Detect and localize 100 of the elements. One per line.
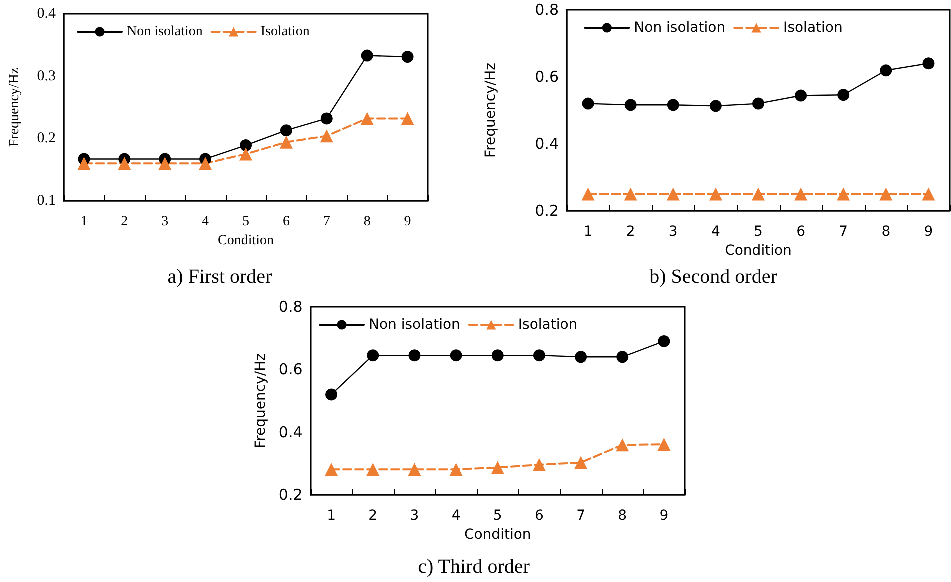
point — [575, 351, 588, 364]
point — [118, 157, 132, 170]
legend-label: Non isolation — [634, 20, 726, 36]
point — [922, 58, 935, 70]
point — [574, 456, 588, 470]
point — [582, 98, 594, 110]
x-tick-label: 6 — [796, 224, 806, 240]
legend-label: Isolation — [518, 317, 578, 333]
x-tick-label: 7 — [839, 224, 848, 240]
point — [360, 112, 374, 126]
y-tick-label: 0.2 — [37, 130, 56, 147]
point — [366, 463, 380, 476]
y-tick-label: 0.1 — [37, 193, 56, 209]
y-tick-label: 0.8 — [278, 298, 303, 316]
point — [320, 112, 333, 125]
x-tick-label: 6 — [282, 214, 290, 230]
point — [367, 350, 380, 362]
point — [658, 335, 670, 348]
y-tick-label: 0.8 — [535, 1, 559, 19]
x-tick-label: 2 — [626, 224, 636, 240]
point — [794, 188, 808, 201]
text: c) Third order — [418, 556, 530, 578]
legend-label: Non isolation — [127, 24, 203, 40]
x-tick-label: 3 — [668, 224, 678, 240]
point — [240, 148, 252, 161]
point — [199, 157, 212, 170]
x-tick-label: 9 — [404, 214, 412, 230]
y-tick-label: 0.6 — [535, 68, 559, 86]
x-tick-label: 4 — [711, 224, 720, 240]
x-tick-label: 1 — [80, 214, 88, 230]
x-axis-title: Condition — [464, 526, 532, 543]
point — [280, 136, 293, 149]
x-tick-label: 2 — [368, 508, 378, 524]
point — [408, 463, 422, 476]
point — [491, 461, 504, 474]
point — [361, 50, 374, 62]
x-tick-label: 4 — [202, 214, 210, 230]
y-tick-label: 0.2 — [535, 202, 559, 220]
y-tick-label: 0.4 — [37, 6, 56, 22]
x-tick-label: 3 — [162, 214, 169, 230]
point — [450, 463, 463, 476]
point — [880, 188, 893, 201]
point — [880, 64, 892, 77]
point — [616, 351, 629, 364]
text: a) First order — [168, 266, 273, 288]
point — [320, 130, 334, 143]
x-tick-label: 5 — [754, 224, 763, 240]
x-axis-title: Condition — [218, 233, 274, 248]
point — [922, 188, 936, 201]
point — [402, 51, 414, 64]
point — [325, 463, 338, 476]
y-tick-label: 0.2 — [278, 486, 303, 504]
point — [752, 188, 765, 201]
point — [582, 188, 595, 201]
x-tick-label: 1 — [327, 508, 336, 524]
x-axis-title: Condition — [725, 242, 792, 259]
legend-label: Isolation — [784, 20, 843, 36]
x-tick-label: 6 — [535, 508, 544, 524]
point — [795, 90, 808, 102]
point — [408, 350, 421, 362]
x-tick-label: 8 — [364, 214, 371, 230]
x-tick-label: 2 — [121, 214, 128, 230]
y-tick-label: 0.6 — [278, 360, 303, 379]
point — [533, 350, 546, 362]
point — [838, 89, 850, 102]
point — [450, 350, 462, 362]
point — [326, 388, 338, 401]
point — [240, 140, 252, 152]
y-tick-label: 0.3 — [37, 68, 56, 84]
point — [624, 188, 638, 201]
x-tick-label: 7 — [576, 508, 586, 524]
point — [78, 157, 91, 170]
point — [401, 112, 414, 126]
y-tick-label: 0.4 — [278, 423, 303, 442]
x-tick-label: 5 — [242, 214, 250, 230]
point — [710, 100, 722, 112]
y-axis-title: Frequency/Hz — [253, 354, 269, 448]
point — [624, 99, 637, 112]
x-tick-label: 1 — [584, 224, 593, 240]
point — [158, 157, 172, 170]
x-tick-label: 8 — [618, 508, 628, 524]
point — [492, 350, 504, 362]
text: b) Second order — [650, 266, 778, 288]
point — [666, 188, 680, 201]
point — [667, 99, 680, 112]
y-tick-label: 0.4 — [535, 135, 559, 153]
point — [532, 458, 546, 472]
x-tick-label: 3 — [410, 508, 420, 524]
x-tick-label: 8 — [882, 224, 891, 240]
x-tick-label: 5 — [493, 508, 502, 524]
point — [752, 98, 764, 110]
y-axis-title: Frequency/Hz — [483, 63, 499, 158]
y-axis-title: Frequency/Hz — [8, 68, 22, 148]
point — [709, 188, 722, 201]
point — [616, 438, 630, 452]
x-tick-label: 9 — [660, 508, 669, 524]
point — [658, 438, 671, 452]
legend-label: Isolation — [260, 24, 310, 40]
point — [280, 124, 292, 137]
legend-label: Non isolation — [369, 317, 460, 333]
